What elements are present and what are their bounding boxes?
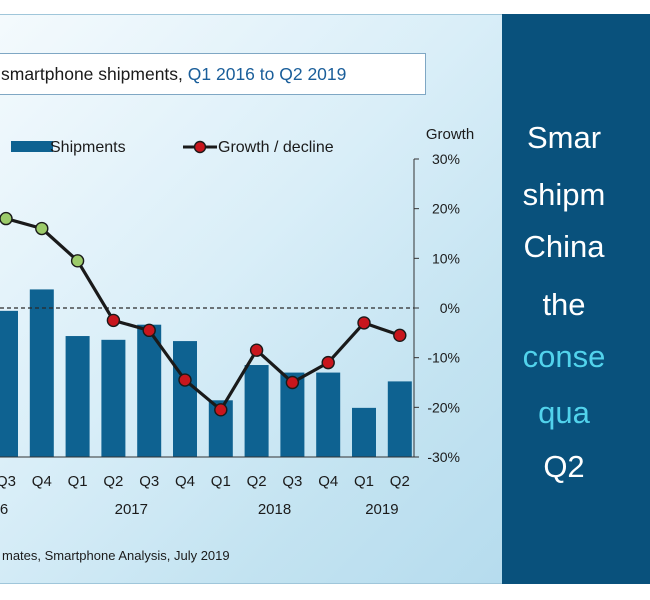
growth-marker [106, 313, 121, 328]
shipment-bar [352, 407, 376, 457]
source-note: mates, Smartphone Analysis, July 2019 [2, 548, 230, 563]
shipment-bar [29, 289, 54, 457]
side-text-line: conse [522, 339, 606, 374]
chart-svg: 30% 20% 10% 0% -10% -20% -30% Growth Q3 Q4 Q1 Q2 Q3 Q… [0, 126, 474, 563]
right-axis-tick-label: -30% [427, 449, 460, 465]
side-text-line: China [523, 229, 605, 264]
x-tick-label: Q1 [211, 473, 231, 490]
x-tick-label: Q2 [103, 473, 123, 490]
right-axis-title: Growth [426, 126, 474, 143]
shipment-bar [137, 324, 162, 457]
growth-marker [70, 254, 85, 268]
right-axis-tick-label: 10% [432, 250, 460, 266]
growth-marker [321, 355, 335, 370]
x-tick-label: Q3 [0, 473, 16, 490]
shipment-bar [0, 310, 18, 457]
x-year-label: 2018 [258, 501, 291, 518]
growth-marker [249, 343, 264, 357]
x-tick-label: Q1 [68, 473, 88, 490]
side-text-line: the [542, 287, 586, 322]
shipment-bar [101, 339, 126, 457]
chart-title-highlight: Q1 2016 to Q2 2019 [187, 63, 347, 84]
x-tick-label: Q1 [354, 473, 374, 490]
growth-marker [0, 211, 13, 226]
growth-marker [35, 221, 49, 236]
x-year-label: 2019 [365, 501, 398, 518]
side-text-line: qua [538, 395, 590, 430]
x-tick-label: Q2 [390, 473, 410, 490]
right-axis-tick-label: -10% [427, 350, 460, 366]
growth-marker [393, 328, 407, 343]
right-axis-tick-label: 0% [440, 300, 460, 316]
chart-panel: smartphone shipments, Q1 2016 to Q2 2019… [0, 14, 502, 584]
shipment-bar [173, 341, 197, 457]
x-tick-label: Q4 [318, 473, 338, 490]
side-text-line: Q2 [543, 449, 585, 484]
right-axis-tick-label: -20% [427, 399, 460, 415]
side-text-line: Smar [526, 120, 602, 155]
shipment-bar [316, 372, 341, 457]
legend-line-marker [193, 140, 207, 154]
legend-bar-label: Shipments [50, 139, 126, 156]
chart-title: smartphone shipments, Q1 2016 to Q2 2019 [0, 53, 426, 95]
growth-marker [142, 323, 156, 338]
growth-marker [178, 373, 192, 387]
x-tick-label: Q4 [175, 473, 195, 490]
right-axis-tick-label: 20% [432, 201, 460, 217]
x-year-label: 6 [0, 501, 8, 518]
chart-title-prefix: smartphone shipments, [1, 63, 183, 84]
shipment-bar [387, 381, 412, 457]
side-text-panel: Smar shipm China the conse qua Q2 [502, 14, 650, 584]
growth-marker [285, 375, 300, 390]
growth-marker [357, 316, 371, 330]
growth-line [5, 217, 401, 412]
x-year-label: 2017 [115, 501, 148, 518]
right-axis-tick-label: 30% [432, 151, 460, 167]
legend-line-label: Growth / decline [218, 139, 334, 156]
growth-marker [214, 403, 228, 417]
legend-bar-swatch [11, 141, 53, 152]
x-tick-label: Q2 [247, 473, 267, 490]
shipment-bar [65, 336, 90, 457]
x-tick-label: Q3 [282, 473, 302, 490]
shipment-bar [244, 365, 269, 457]
x-tick-label: Q3 [139, 473, 159, 490]
x-tick-label: Q4 [32, 473, 52, 490]
side-text-line: shipm [522, 177, 606, 212]
